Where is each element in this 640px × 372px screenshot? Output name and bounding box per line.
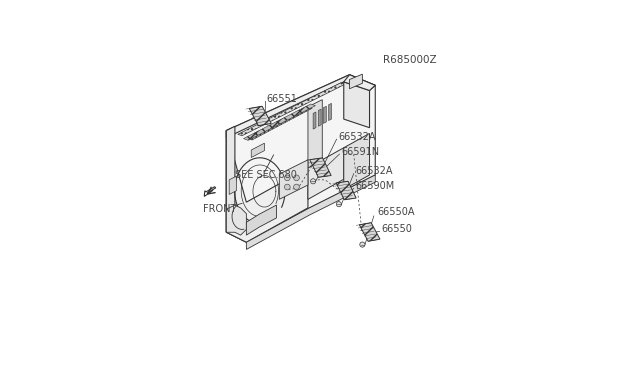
Polygon shape: [308, 100, 323, 168]
Circle shape: [284, 175, 290, 181]
Polygon shape: [349, 74, 362, 89]
Polygon shape: [249, 106, 271, 126]
Text: 66590M: 66590M: [355, 181, 394, 191]
Polygon shape: [229, 176, 236, 195]
Text: 66532A: 66532A: [338, 132, 376, 142]
Text: 66551: 66551: [266, 94, 298, 104]
Polygon shape: [227, 126, 235, 232]
Polygon shape: [308, 148, 344, 199]
Polygon shape: [243, 104, 316, 140]
Polygon shape: [279, 160, 308, 199]
Circle shape: [284, 184, 290, 190]
Polygon shape: [227, 131, 308, 242]
Polygon shape: [344, 75, 375, 90]
Circle shape: [360, 242, 365, 247]
Polygon shape: [323, 106, 326, 124]
Polygon shape: [336, 181, 356, 200]
Text: R685000Z: R685000Z: [383, 55, 437, 65]
Polygon shape: [204, 187, 216, 196]
Polygon shape: [359, 223, 380, 241]
Circle shape: [310, 179, 316, 184]
Polygon shape: [252, 143, 264, 157]
Polygon shape: [227, 75, 375, 242]
Circle shape: [336, 202, 342, 207]
Circle shape: [294, 175, 300, 181]
Polygon shape: [238, 83, 345, 136]
Polygon shape: [313, 112, 316, 129]
Polygon shape: [328, 103, 332, 121]
Polygon shape: [227, 75, 375, 138]
Text: 66591N: 66591N: [341, 147, 379, 157]
Text: 66532A: 66532A: [355, 166, 393, 176]
Polygon shape: [344, 134, 369, 189]
Polygon shape: [344, 82, 369, 128]
Polygon shape: [248, 107, 312, 140]
Text: FRONT: FRONT: [202, 204, 236, 214]
Text: SEE SEC.680: SEE SEC.680: [235, 170, 297, 180]
Text: 66550: 66550: [381, 224, 412, 234]
Polygon shape: [310, 158, 331, 177]
Polygon shape: [318, 109, 321, 126]
Polygon shape: [227, 205, 246, 235]
Circle shape: [294, 184, 300, 190]
Polygon shape: [246, 205, 276, 235]
Text: 66550A: 66550A: [377, 207, 415, 217]
Polygon shape: [246, 175, 375, 250]
